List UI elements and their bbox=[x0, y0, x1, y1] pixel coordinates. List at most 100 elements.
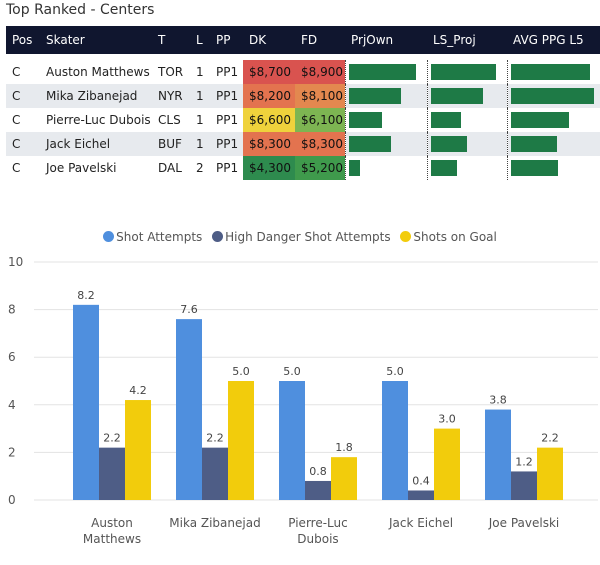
x-tick-label: Pierre-Luc bbox=[288, 516, 347, 530]
y-tick-label: 6 bbox=[8, 350, 16, 364]
pp-cell: PP1 bbox=[216, 113, 239, 127]
col-header-pos[interactable]: Pos bbox=[6, 26, 40, 57]
prjown-cell bbox=[344, 108, 427, 132]
fd-price-cell: $8,900 bbox=[295, 54, 345, 84]
avg-ppg-bar bbox=[510, 136, 557, 152]
pos-cell: C bbox=[12, 161, 21, 175]
col-header-avg-ppg[interactable]: AVG PPG L5 bbox=[507, 26, 600, 57]
prjown-bar bbox=[348, 64, 416, 80]
legend-shot-attempts[interactable]: Shot Attempts bbox=[103, 230, 202, 244]
ls-proj-cell bbox=[426, 84, 507, 108]
ls-proj-cell bbox=[426, 156, 507, 180]
table-row[interactable]: C Auston Matthews TOR 1 PP1 $8,700 $8,900 bbox=[6, 54, 600, 84]
line-cell: 2 bbox=[196, 161, 204, 175]
col-header-team[interactable]: T bbox=[152, 26, 190, 57]
y-tick-label: 4 bbox=[8, 398, 16, 412]
legend-label: Shots on Goal bbox=[413, 230, 497, 244]
avg-ppg-bar bbox=[510, 88, 594, 104]
col-header-dk[interactable]: DK bbox=[243, 26, 295, 57]
prjown-bar bbox=[348, 88, 401, 104]
table-row[interactable]: C Jack Eichel BUF 1 PP1 $8,300 $8,300 bbox=[6, 132, 600, 156]
team-cell: DAL bbox=[158, 161, 182, 175]
ls-proj-cell bbox=[426, 108, 507, 132]
ls-proj-bar bbox=[430, 136, 467, 152]
avg-ppg-cell bbox=[506, 108, 600, 132]
ls-proj-bar bbox=[430, 88, 483, 104]
prjown-cell bbox=[344, 132, 427, 156]
dk-price-cell: $8,200 bbox=[243, 84, 295, 108]
col-header-pp[interactable]: PP bbox=[210, 26, 243, 57]
bar-shot-attempts bbox=[382, 381, 408, 500]
data-label: 1.2 bbox=[515, 455, 533, 468]
pos-cell: C bbox=[6, 132, 40, 156]
rankings-table: Pos Skater T L PP DK FD PrjOwn LS_Proj A… bbox=[6, 26, 600, 180]
pos-cell: C bbox=[6, 54, 40, 84]
legend-dot-high-danger bbox=[212, 231, 224, 242]
bar-shots-on-goal bbox=[228, 381, 254, 500]
ls-proj-bar bbox=[430, 112, 461, 128]
table-row[interactable]: C Joe Pavelski DAL 2 PP1 $4,300 $5,200 bbox=[6, 156, 600, 180]
prjown-bar bbox=[348, 160, 360, 176]
team-cell: TOR bbox=[152, 54, 190, 84]
data-label: 5.0 bbox=[283, 365, 301, 378]
prjown-bar bbox=[348, 112, 382, 128]
team-cell: BUF bbox=[152, 132, 190, 156]
team-cell: NYR bbox=[152, 84, 190, 108]
col-header-skater[interactable]: Skater bbox=[40, 26, 152, 57]
prjown-cell bbox=[344, 84, 427, 108]
avg-ppg-cell bbox=[506, 84, 600, 108]
col-header-fd[interactable]: FD bbox=[295, 26, 345, 57]
bar-shot-attempts bbox=[73, 304, 99, 500]
avg-ppg-bar bbox=[510, 112, 569, 128]
legend-high-danger[interactable]: High Danger Shot Attempts bbox=[212, 230, 391, 244]
y-tick-label: 0 bbox=[8, 493, 16, 507]
x-tick-label: Auston bbox=[91, 516, 133, 530]
skater-cell: Auston Matthews bbox=[40, 54, 152, 84]
data-label: 2.2 bbox=[103, 432, 121, 445]
data-label: 0.8 bbox=[309, 465, 327, 478]
bar-high-danger-shot-attempts bbox=[202, 447, 228, 500]
line-cell: 1 bbox=[190, 132, 210, 156]
bar-shots-on-goal bbox=[434, 428, 460, 500]
x-tick-label: Matthews bbox=[83, 532, 141, 546]
dk-price-cell: $8,700 bbox=[243, 54, 295, 84]
fd-price-cell: $6,100 bbox=[295, 108, 345, 132]
pos-cell: C bbox=[12, 113, 21, 127]
skater-cell: Pierre-Luc Dubois bbox=[46, 113, 151, 127]
table-header-row: Pos Skater T L PP DK FD PrjOwn LS_Proj A… bbox=[6, 26, 600, 57]
fd-price-cell: $8,100 bbox=[295, 84, 345, 108]
col-header-ls-proj[interactable]: LS_Proj bbox=[427, 26, 507, 57]
bar-high-danger-shot-attempts bbox=[408, 490, 434, 500]
bar-shots-on-goal bbox=[331, 457, 357, 500]
chart-legend: Shot Attempts High Danger Shot Attempts … bbox=[0, 230, 600, 244]
legend-label: Shot Attempts bbox=[116, 230, 203, 244]
data-label: 5.0 bbox=[386, 365, 404, 378]
data-label: 3.0 bbox=[438, 413, 456, 426]
legend-shots-on-goal[interactable]: Shots on Goal bbox=[400, 230, 497, 244]
prjown-cell bbox=[344, 156, 427, 180]
shot-stats-bar-chart: 0 2 4 6 8 10 8.2 2.2 4.2 Auston Matthews 7.6 2.2 5.0 M… bbox=[8, 255, 598, 546]
bar-shots-on-goal bbox=[537, 447, 563, 500]
table-row[interactable]: C Pierre-Luc Dubois CLS 1 PP1 $6,600 $6,100 bbox=[6, 108, 600, 132]
data-label: 1.8 bbox=[335, 441, 353, 454]
data-label: 7.6 bbox=[180, 303, 198, 316]
col-header-line[interactable]: L bbox=[190, 26, 210, 57]
dk-price-cell: $4,300 bbox=[243, 156, 295, 180]
page-title: Top Ranked - Centers bbox=[6, 2, 155, 18]
dk-price-cell: $6,600 bbox=[243, 108, 295, 132]
fd-price-cell: $8,300 bbox=[295, 132, 345, 156]
avg-ppg-bar bbox=[510, 160, 558, 176]
col-header-prjown[interactable]: PrjOwn bbox=[345, 26, 427, 57]
bar-shots-on-goal bbox=[125, 400, 151, 500]
line-cell: 1 bbox=[196, 113, 204, 127]
ls-proj-bar bbox=[430, 64, 496, 80]
prjown-cell bbox=[344, 54, 427, 84]
data-label: 8.2 bbox=[77, 289, 95, 302]
table-row[interactable]: C Mika Zibanejad NYR 1 PP1 $8,200 $8,100 bbox=[6, 84, 600, 108]
pp-cell: PP1 bbox=[210, 84, 243, 108]
data-label: 0.4 bbox=[412, 474, 430, 487]
ls-proj-cell bbox=[426, 132, 507, 156]
pp-cell: PP1 bbox=[210, 132, 243, 156]
fd-price-cell: $5,200 bbox=[295, 156, 345, 180]
bar-high-danger-shot-attempts bbox=[305, 480, 331, 500]
